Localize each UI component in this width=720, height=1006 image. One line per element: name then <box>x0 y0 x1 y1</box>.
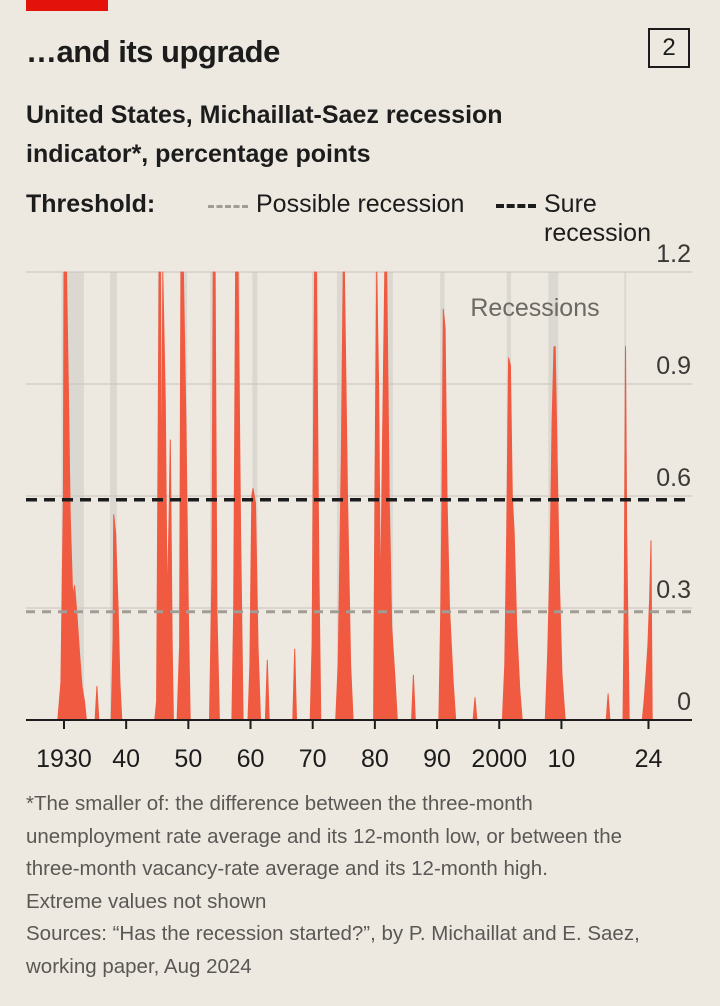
threshold-lines <box>26 497 692 614</box>
recessions-label: Recessions <box>470 294 599 322</box>
x-tick-label-6: 90 <box>423 745 451 773</box>
chart-number-badge: 2 <box>648 28 690 68</box>
y-tick-label-4: 1.2 <box>656 240 691 268</box>
legend-label: Threshold: <box>26 190 156 218</box>
x-axis <box>26 719 692 729</box>
x-tick-label-9: 24 <box>635 745 663 773</box>
legend: Threshold: Possible recession Sure reces… <box>26 190 706 247</box>
footnotes: *The smaller of: the difference between … <box>26 788 706 983</box>
footnote-source-1: Sources: “Has the recession started?”, b… <box>26 922 640 945</box>
x-tick-label-8: 10 <box>548 745 576 773</box>
footnote-extreme: Extreme values not shown <box>26 889 267 913</box>
chart-area: 0 0.3 0.6 0.9 1.2 1930 40 50 60 70 80 90 2000 10 24 R… <box>26 240 692 773</box>
x-tick-label-7: 2000 <box>471 745 527 773</box>
x-tick-label-5: 80 <box>361 745 389 773</box>
legend-possible-label: Possible recession <box>256 190 465 218</box>
y-tick-labels: 0 0.3 0.6 0.9 1.2 <box>656 240 691 716</box>
x-tick-label-2: 50 <box>174 745 202 773</box>
x-tick-label-1: 40 <box>112 745 140 773</box>
gridlines <box>26 271 692 609</box>
x-tick-labels: 1930 40 50 60 70 80 90 2000 10 24 <box>36 745 662 773</box>
chart-title: …and its upgrade <box>26 34 280 69</box>
y-tick-label-0: 0 <box>677 688 691 716</box>
chart-subtitle: United States, Michaillat-Saez recession… <box>26 96 706 174</box>
legend-sure-swatch <box>496 204 536 208</box>
footnote-definition-1: *The smaller of: the difference between … <box>26 792 533 815</box>
footnote-definition-2: unemployment rate average and its 12-mon… <box>26 824 622 848</box>
x-tick-label-0: 1930 <box>36 745 92 773</box>
y-tick-label-2: 0.6 <box>656 464 691 492</box>
footnote-definition-3: three-month vacancy-rate average and its… <box>26 857 548 880</box>
y-tick-label-3: 0.9 <box>656 352 691 380</box>
x-tick-label-4: 70 <box>299 745 327 773</box>
legend-sure-label: Sure recession <box>544 190 651 247</box>
brand-bar <box>26 0 108 11</box>
y-tick-label-1: 0.3 <box>656 576 691 604</box>
legend-possible-swatch <box>208 205 248 208</box>
subtitle-line-1: United States, Michaillat-Saez recession <box>26 101 503 129</box>
footnote-source-2: working paper, Aug 2024 <box>26 954 252 978</box>
subtitle-line-2: indicator*, percentage points <box>26 140 371 168</box>
x-tick-label-3: 60 <box>237 745 265 773</box>
